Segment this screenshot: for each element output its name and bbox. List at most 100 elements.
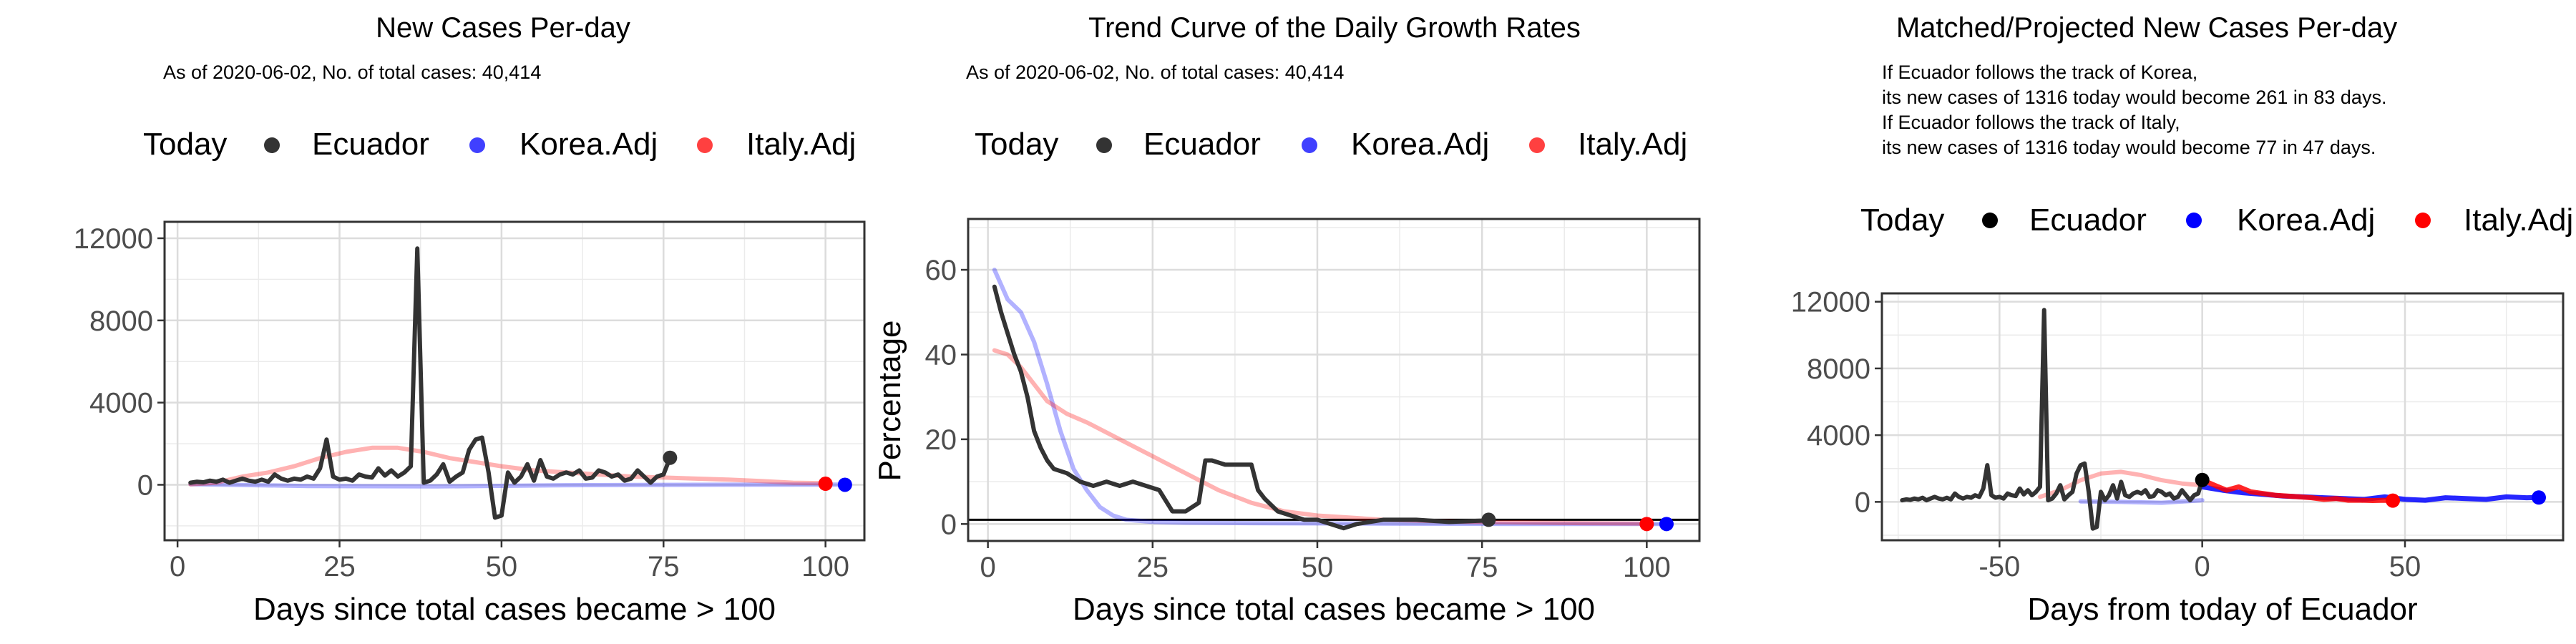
panel2-series	[992, 268, 1669, 531]
panel1-legend-label-italy: Italy.Adj	[746, 127, 856, 162]
panel3-annotation-4: its new cases of 1316 today would become…	[1882, 137, 2376, 158]
panel3-grid	[1882, 293, 2563, 540]
panel1-legend: Today Ecuador Korea.Adj Italy.Adj	[143, 107, 889, 172]
panel1-plot-border	[163, 220, 866, 542]
panel3-y-tick-label: 12000	[1791, 287, 1870, 318]
panel1-series-korea-adj	[188, 482, 847, 489]
panel1-legend-label-korea: Korea.Adj	[519, 127, 658, 162]
panel3-y-tick-label: 0	[1855, 487, 1870, 518]
panel2-series-korea-adj	[992, 268, 1669, 527]
panel1-y-axis: 0 4000 8000 12000	[74, 223, 165, 501]
panel1-x-tick-label: 0	[170, 551, 185, 582]
panel3-series	[1900, 308, 2542, 531]
panel2-today-point-italy-adj	[1639, 517, 1654, 532]
panel2-y-axis: 0 20 40 60	[925, 255, 968, 540]
panel2-legend-key-korea	[1302, 137, 1317, 153]
panel2-series-ecuador	[992, 284, 1491, 531]
panel2-today-points	[1481, 512, 1674, 532]
panel2-legend-label-ecuador: Ecuador	[1143, 127, 1261, 162]
panel3-legend-key-korea	[2186, 213, 2202, 228]
panel1-legend-key-ecuador	[264, 137, 280, 153]
panel2-x-tick-label: 0	[980, 552, 995, 583]
panel3-legend-label-ecuador: Ecuador	[2029, 203, 2147, 238]
panel2-plot-border	[967, 218, 1701, 542]
panel2-legend-key-ecuador	[1096, 137, 1112, 153]
panel1-today-point-ecuador	[663, 450, 678, 465]
panel2-title: Trend Curve of the Daily Growth Rates	[1088, 12, 1581, 44]
panel3-x-tick-label: -50	[1979, 551, 2020, 582]
panel3-x-tick-label: 50	[2389, 551, 2421, 582]
panel2-legend-label-korea: Korea.Adj	[1351, 127, 1489, 162]
panel3-today-point-korea-adj	[2532, 490, 2546, 505]
panel1-series-italy-adj	[188, 445, 828, 487]
panel3-annotation-3: If Ecuador follows the track of Italy,	[1882, 112, 2180, 133]
panel2-legend: Today Ecuador Korea.Adj Italy.Adj	[975, 127, 1687, 162]
panel2-subtitle: As of 2020-06-02, No. of total cases: 40…	[966, 62, 1344, 83]
panel1-x-tick-label: 100	[801, 551, 849, 582]
panel3-legend-title: Today	[1860, 203, 1944, 238]
panel1-x-axis: 0 25 50 75 100	[170, 540, 849, 582]
panel3-legend: Today Ecuador Korea.Adj Italy.Adj	[1860, 203, 2573, 238]
panel2-today-point-ecuador	[1481, 512, 1496, 527]
panel2-y-tick-label: 0	[941, 509, 957, 540]
panel3-annotation-1: If Ecuador follows the track of Korea,	[1882, 62, 2197, 83]
panel2-x-tick-label: 75	[1466, 552, 1498, 583]
panel2-legend-title: Today	[975, 127, 1058, 162]
panel1-x-tick-label: 75	[648, 551, 680, 582]
panel-projected: Matched/Projected New Cases Per-day If E…	[1791, 12, 2573, 627]
panel2-y-axis-label: Percentage	[872, 320, 907, 481]
panel1-x-tick-label: 25	[323, 551, 356, 582]
panel1-series-ecuador	[188, 246, 673, 520]
panel3-title: Matched/Projected New Cases Per-day	[1896, 12, 2397, 44]
panel3-series-ecuador	[1900, 308, 2205, 531]
panel3-legend-label-korea: Korea.Adj	[2237, 203, 2375, 238]
panel3-x-axis-label: Days from today of Ecuador	[2027, 592, 2417, 627]
panel3-legend-key-italy	[2415, 213, 2431, 228]
panel3-y-tick-label: 8000	[1807, 353, 1870, 385]
panel2-grid	[968, 219, 1699, 541]
panel1-x-axis-label: Days since total cases became > 100	[253, 592, 776, 627]
panel1-y-tick-label: 4000	[89, 388, 153, 419]
panel1-legend-clip-mask	[861, 107, 889, 172]
panel1-legend-key-korea	[469, 137, 485, 153]
panel1-legend-key-italy	[697, 137, 713, 153]
panel3-today-point-ecuador	[2195, 472, 2210, 487]
panel2-x-tick-label: 100	[1623, 552, 1671, 583]
panel3-y-axis: 0 4000 8000 12000	[1791, 287, 1882, 518]
panel3-series-italy-adj-matched	[2038, 469, 2205, 499]
panel1-y-tick-label: 8000	[89, 306, 153, 337]
panel2-today-point-korea-adj	[1659, 517, 1674, 532]
panel3-today-points	[2195, 472, 2546, 508]
panel1-today-point-korea-adj	[837, 477, 852, 492]
panel1-subtitle: As of 2020-06-02, No. of total cases: 40…	[163, 62, 541, 83]
panel2-x-tick-label: 50	[1302, 552, 1334, 583]
panel1-legend-label-ecuador: Ecuador	[312, 127, 429, 162]
panel3-legend-key-ecuador	[1982, 213, 1998, 228]
panel-new-cases: New Cases Per-day As of 2020-06-02, No. …	[74, 12, 889, 627]
panel3-plot-border	[1880, 292, 2565, 542]
panel2-legend-label-italy: Italy.Adj	[1578, 127, 1687, 162]
panel2-y-tick-label: 20	[925, 424, 957, 456]
panel3-x-axis: -50 0 50	[1979, 540, 2421, 582]
panel2-y-tick-label: 40	[925, 339, 957, 371]
panel1-title: New Cases Per-day	[376, 12, 630, 44]
panel2-y-tick-label: 60	[925, 255, 957, 286]
panel1-today-point-italy-adj	[818, 477, 833, 492]
panel3-legend-label-italy: Italy.Adj	[2464, 203, 2573, 238]
panel3-series-italy-adj	[2200, 477, 2396, 504]
panel3-today-point-italy-adj	[2386, 493, 2400, 508]
panel3-x-tick-label: 0	[2195, 551, 2210, 582]
panel3-annotation-2: its new cases of 1316 today would become…	[1882, 87, 2386, 108]
panel1-legend-title: Today	[143, 127, 227, 162]
panel1-y-tick-label: 0	[137, 469, 153, 501]
panel2-x-tick-label: 25	[1137, 552, 1169, 583]
panel2-x-axis: 0 25 50 75 100	[980, 541, 1671, 583]
panel2-x-axis-label: Days since total cases became > 100	[1073, 592, 1595, 627]
panel1-y-tick-label: 12000	[74, 223, 153, 255]
panel1-x-tick-label: 50	[486, 551, 518, 582]
panel1-today-points	[663, 450, 852, 492]
panel-growth-rates: Trend Curve of the Daily Growth Rates As…	[872, 12, 1701, 627]
panel3-y-tick-label: 4000	[1807, 420, 1870, 452]
